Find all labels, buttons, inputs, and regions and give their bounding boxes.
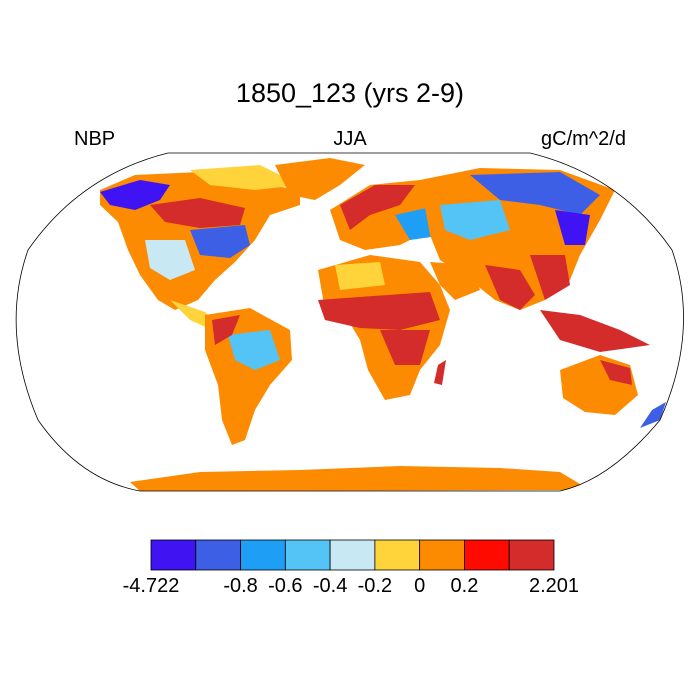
greenland-land	[275, 158, 365, 200]
colorbar-label-3: -0.4	[313, 575, 347, 597]
east-asia-blue-region	[555, 210, 590, 245]
arctic-islands	[190, 165, 300, 190]
colorbar-label-7: 2.201	[529, 575, 579, 597]
season-label: JJA	[333, 128, 367, 150]
europe-red-region	[340, 185, 415, 230]
colorbar-label-2: -0.6	[268, 575, 302, 597]
units-label: gC/m^2/d	[541, 128, 626, 150]
colorbar-label-6: 0.2	[451, 575, 479, 597]
maritime-continent-land	[540, 310, 650, 352]
colorbar-box-1	[195, 539, 241, 571]
east-us-blue-region	[190, 225, 250, 258]
variable-label: NBP	[74, 128, 116, 150]
map-border	[15, 152, 684, 492]
north-africa-yellow-region	[335, 262, 385, 290]
colorbar-box-3	[284, 539, 331, 571]
sahel-red-region	[318, 292, 440, 330]
amazon-blue-region	[228, 330, 280, 370]
madagascar-land	[434, 360, 446, 385]
colorbar-box-6	[419, 539, 465, 571]
south-asia-red-region	[485, 265, 535, 310]
canada-red-region	[150, 198, 245, 228]
colorbar-label-5: 0	[414, 575, 425, 597]
colorbar-box-4	[329, 539, 376, 571]
colorbar-box-8	[508, 539, 555, 571]
plot-title: 1850_123 (yrs 2-9)	[235, 78, 465, 108]
central-us-light-region	[145, 240, 195, 280]
siberia-light-region	[440, 200, 510, 240]
new-zealand-land	[640, 402, 666, 428]
colorbar-box-0	[150, 539, 197, 571]
colorbar-label-0: -4.722	[123, 575, 180, 597]
central-africa-red-region	[380, 330, 430, 365]
arabia-land	[430, 262, 480, 300]
colorbar-box-7	[464, 539, 510, 571]
antarctica-land	[130, 466, 590, 491]
colorbar-label-1: -0.8	[223, 575, 257, 597]
china-red-region	[530, 255, 570, 300]
colorbar-box-5	[374, 539, 421, 571]
australia-red-region	[600, 360, 632, 385]
colorbar-label-4: -0.2	[358, 575, 392, 597]
south-america-red-region	[212, 315, 240, 345]
north-america-blue-region	[100, 180, 170, 210]
siberia-blue-region	[470, 172, 600, 215]
colorbar-box-2	[240, 539, 286, 571]
